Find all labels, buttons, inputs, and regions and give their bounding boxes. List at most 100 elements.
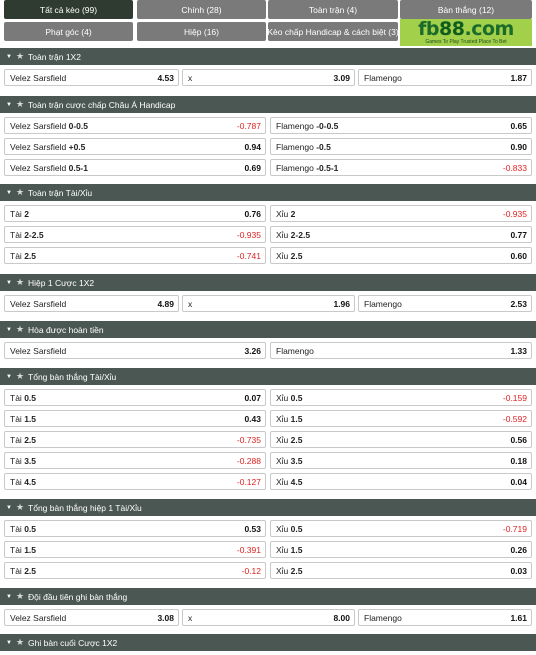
odds-cell[interactable]: Flamengo 1.61 — [358, 609, 532, 626]
tab-full-match[interactable]: Toàn trận (4) — [268, 0, 398, 19]
odds-cell[interactable]: Velez Sarsfield 0.5-1 0.69 — [4, 159, 266, 176]
odds-value: 1.87 — [510, 72, 527, 83]
selection-label: Tài 3.5 — [10, 456, 36, 466]
odds-cell[interactable]: Tài 0.5 0.07 — [4, 389, 266, 406]
odds-cell[interactable]: Tài 2.5 -0.12 — [4, 562, 266, 579]
favorite-star-icon[interactable]: ★ — [15, 591, 25, 601]
section-header[interactable]: ▼ ★ Hiệp 1 Cược 1X2 — [0, 274, 536, 291]
odds-cell[interactable]: x 3.09 — [182, 69, 355, 86]
odds-value: 0.65 — [510, 120, 527, 131]
favorite-star-icon[interactable]: ★ — [15, 277, 25, 287]
handicap-line: 0.5 — [24, 523, 37, 534]
odds-cell[interactable]: Xỉu 1.5 0.26 — [270, 541, 532, 558]
section-header[interactable]: ▼ ★ Toàn trận Tài/Xỉu — [0, 184, 536, 201]
odds-value: 1.61 — [510, 612, 527, 623]
collapse-caret-icon[interactable]: ▼ — [6, 189, 12, 196]
tab-halves[interactable]: Hiệp (16) — [137, 22, 266, 41]
odds-cell[interactable]: Tài 2.5 -0.735 — [4, 431, 266, 448]
odds-cell[interactable]: Tài 2.5 -0.741 — [4, 247, 266, 264]
collapse-caret-icon[interactable]: ▼ — [6, 101, 12, 108]
handicap-line: 0.5 — [290, 392, 303, 403]
odds-cell[interactable]: Flamengo -0.5 0.90 — [270, 138, 532, 155]
section-header[interactable]: ▼ ★ Tổng bàn thắng hiệp 1 Tài/Xỉu — [0, 499, 536, 516]
handicap-line: 1.5 — [290, 544, 303, 555]
selection-name: Flamengo — [364, 612, 402, 623]
selection-label: Tài 0.5 — [10, 393, 36, 403]
fb88-logo[interactable]: fb88.com Games To Play Trusted Place To … — [400, 19, 532, 46]
selection-name: x — [188, 72, 193, 83]
selection-name: Tài — [10, 476, 22, 487]
odds-cell[interactable]: Xỉu 2.5 0.56 — [270, 431, 532, 448]
favorite-star-icon[interactable]: ★ — [15, 99, 25, 109]
section-title: Tổng bàn thắng Tài/Xỉu — [28, 371, 117, 382]
tab-goals[interactable]: Bàn thắng (12) — [400, 0, 532, 19]
section-header[interactable]: ▼ ★ Tổng bàn thắng Tài/Xỉu — [0, 368, 536, 385]
selection-label: Xỉu 4.5 — [276, 477, 303, 487]
odds-cell[interactable]: Tài 3.5 -0.288 — [4, 452, 266, 469]
odds-cell[interactable]: Flamengo 2.53 — [358, 295, 532, 312]
favorite-star-icon[interactable]: ★ — [15, 371, 25, 381]
selection-label: Velez Sarsfield — [10, 346, 66, 356]
odds-cell[interactable]: Velez Sarsfield +0.5 0.94 — [4, 138, 266, 155]
tab-all-markets[interactable]: Tất cả kèo (99) — [4, 0, 133, 19]
selection-label: Tài 0.5 — [10, 524, 36, 534]
odds-cell[interactable]: Xỉu 2.5 0.60 — [270, 247, 532, 264]
tab-handicap[interactable]: Kèo chấp Handicap & cách biệt (3) — [267, 22, 399, 41]
section-header[interactable]: ▼ ★ Ghi bàn cuối Cược 1X2 — [0, 634, 536, 651]
odds-cell[interactable]: Tài 2-2.5 -0.935 — [4, 226, 266, 243]
tab-main[interactable]: Chính (28) — [137, 0, 266, 19]
favorite-star-icon[interactable]: ★ — [15, 51, 25, 61]
collapse-caret-icon[interactable]: ▼ — [6, 504, 12, 511]
odds-cell[interactable]: x 1.96 — [182, 295, 355, 312]
odds-cell[interactable]: Tài 4.5 -0.127 — [4, 473, 266, 490]
odds-cell[interactable]: Xỉu 2-2.5 0.77 — [270, 226, 532, 243]
odds-cell[interactable]: Velez Sarsfield 3.26 — [4, 342, 266, 359]
odds-cell[interactable]: Xỉu 0.5 -0.719 — [270, 520, 532, 537]
odds-cell[interactable]: Velez Sarsfield 4.89 — [4, 295, 179, 312]
handicap-line: 4.5 — [290, 476, 303, 487]
section-header[interactable]: ▼ ★ Toàn trận cược chấp Châu Á Handicap — [0, 96, 536, 113]
odds-cell[interactable]: x 8.00 — [182, 609, 355, 626]
favorite-star-icon[interactable]: ★ — [15, 324, 25, 334]
section-header[interactable]: ▼ ★ Hòa được hoàn tiền — [0, 321, 536, 338]
tab-corners[interactable]: Phạt góc (4) — [4, 22, 133, 41]
favorite-star-icon[interactable]: ★ — [15, 187, 25, 197]
selection-name: Xỉu — [276, 565, 289, 576]
odds-cell[interactable]: Velez Sarsfield 3.08 — [4, 609, 179, 626]
collapse-caret-icon[interactable]: ▼ — [6, 373, 12, 380]
odds-cell[interactable]: Xỉu 2 -0.935 — [270, 205, 532, 222]
odds-cell[interactable]: Tài 1.5 0.43 — [4, 410, 266, 427]
favorite-star-icon[interactable]: ★ — [15, 502, 25, 512]
odds-value: -0.787 — [236, 120, 261, 131]
odds-cell[interactable]: Tài 0.5 0.53 — [4, 520, 266, 537]
collapse-caret-icon[interactable]: ▼ — [6, 593, 12, 600]
odds-cell[interactable]: Flamengo 1.87 — [358, 69, 532, 86]
odds-cell[interactable]: Xỉu 4.5 0.04 — [270, 473, 532, 490]
collapse-caret-icon[interactable]: ▼ — [6, 326, 12, 333]
odds-value: 0.07 — [244, 392, 261, 403]
odds-cell[interactable]: Tài 1.5 -0.391 — [4, 541, 266, 558]
favorite-star-icon[interactable]: ★ — [15, 637, 25, 647]
odds-cell[interactable]: Xỉu 1.5 -0.592 — [270, 410, 532, 427]
odds-cell[interactable]: Velez Sarsfield 0-0.5 -0.787 — [4, 117, 266, 134]
section-header[interactable]: ▼ ★ Đội đầu tiên ghi bàn thắng — [0, 588, 536, 605]
selection-label: Velez Sarsfield 0-0.5 — [10, 121, 88, 131]
odds-cell[interactable]: Flamengo -0-0.5 0.65 — [270, 117, 532, 134]
odds-cell[interactable]: Xỉu 2.5 0.03 — [270, 562, 532, 579]
section-title: Toàn trận 1X2 — [28, 51, 81, 62]
selection-name: Velez Sarsfield — [10, 141, 67, 152]
odds-cell[interactable]: Velez Sarsfield 4.53 — [4, 69, 179, 86]
selection-label: Flamengo -0-0.5 — [276, 121, 338, 131]
collapse-caret-icon[interactable]: ▼ — [6, 639, 12, 646]
selection-label: Flamengo — [276, 346, 314, 356]
odds-cell[interactable]: Xỉu 3.5 0.18 — [270, 452, 532, 469]
selection-name: Xỉu — [276, 392, 289, 403]
odds-cell[interactable]: Flamengo 1.33 — [270, 342, 532, 359]
odds-cell[interactable]: Tài 2 0.76 — [4, 205, 266, 222]
collapse-caret-icon[interactable]: ▼ — [6, 53, 12, 60]
odds-cell[interactable]: Flamengo -0.5-1 -0.833 — [270, 159, 532, 176]
section-header[interactable]: ▼ ★ Toàn trận 1X2 — [0, 48, 536, 65]
selection-label: Tài 2.5 — [10, 566, 36, 576]
odds-cell[interactable]: Xỉu 0.5 -0.159 — [270, 389, 532, 406]
collapse-caret-icon[interactable]: ▼ — [6, 279, 12, 286]
